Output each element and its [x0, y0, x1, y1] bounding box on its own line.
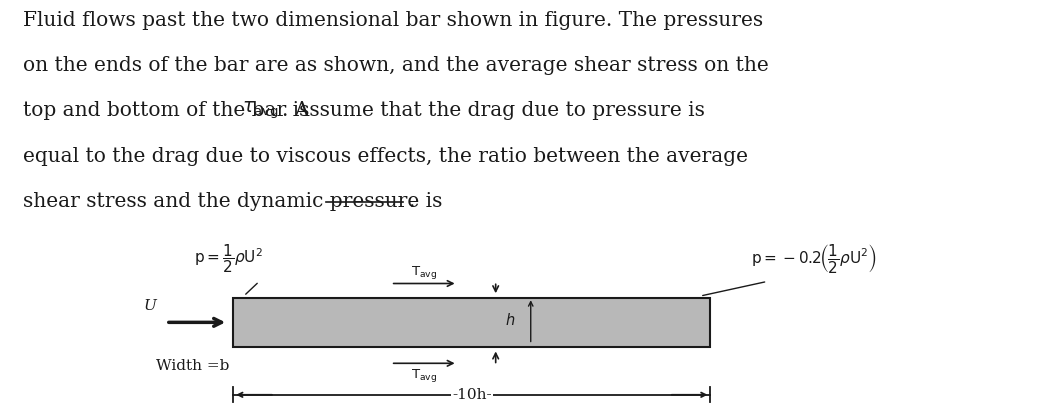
Text: $\mathrm{p} = \dfrac{1}{2}\rho\mathrm{U}^2$: $\mathrm{p} = \dfrac{1}{2}\rho\mathrm{U}… — [194, 242, 262, 275]
Bar — [233, 298, 710, 346]
Text: -10h-: -10h- — [452, 388, 492, 402]
Text: $h$: $h$ — [505, 312, 515, 328]
Text: $\mathrm{T_{avg}}$: $\mathrm{T_{avg}}$ — [411, 265, 438, 281]
Text: Width =b: Width =b — [156, 359, 229, 373]
Text: $\mathrm{T_{avg}}$: $\mathrm{T_{avg}}$ — [411, 367, 438, 383]
Text: shear stress and the dynamic pressure is: shear stress and the dynamic pressure is — [23, 192, 442, 211]
Text: . Assume that the drag due to pressure is: . Assume that the drag due to pressure i… — [282, 101, 704, 120]
Text: equal to the drag due to viscous effects, the ratio between the average: equal to the drag due to viscous effects… — [23, 147, 748, 165]
Text: U: U — [144, 299, 157, 312]
Text: on the ends of the bar are as shown, and the average shear stress on the: on the ends of the bar are as shown, and… — [23, 56, 768, 75]
Text: $\tau_{\mathrm{avg}}$: $\tau_{\mathrm{avg}}$ — [243, 100, 279, 121]
Text: Fluid flows past the two dimensional bar shown in figure. The pressures: Fluid flows past the two dimensional bar… — [23, 10, 763, 29]
Text: .: . — [409, 192, 415, 211]
Text: $\mathrm{p} = -0.2\!\left(\dfrac{1}{2}\rho\mathrm{U}^2\right)$: $\mathrm{p} = -0.2\!\left(\dfrac{1}{2}\r… — [751, 242, 877, 275]
Text: top and bottom of the bar is: top and bottom of the bar is — [23, 101, 315, 120]
